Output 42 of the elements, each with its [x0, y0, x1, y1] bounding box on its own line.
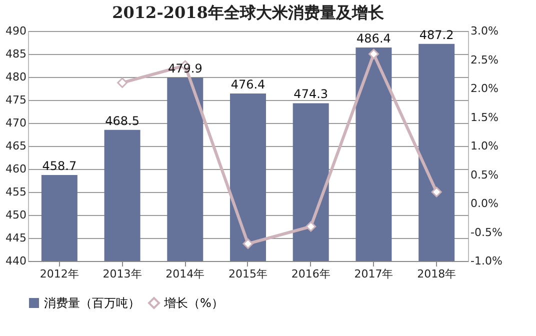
data-label: 487.2: [419, 28, 454, 42]
y2-tick-label: 3.0%: [470, 24, 498, 38]
data-label: 458.7: [42, 158, 77, 173]
data-label: 486.4: [356, 32, 391, 46]
x-tick-label: 2015年: [228, 268, 268, 280]
chart-title: 2012-2018年全球大米消费量及增长: [112, 3, 385, 22]
point: [242, 238, 254, 249]
x-tick-label: 2018年: [417, 268, 456, 280]
point: [117, 78, 128, 88]
point: [431, 186, 442, 198]
legend-label: 增长（%）: [163, 296, 224, 310]
y-tick-label: 480: [6, 70, 26, 84]
y-tick-label: 470: [6, 116, 26, 130]
point: [306, 221, 316, 232]
x-tick-label: 2014年: [166, 268, 205, 280]
x-tick-label: 2017年: [354, 268, 394, 280]
data-label: 479.9: [168, 61, 202, 76]
y-tick-label: 460: [6, 162, 26, 176]
y2-tick-label: 1.5%: [470, 110, 498, 124]
y-tick-label: 490: [6, 24, 26, 38]
y-tick-label: 475: [6, 94, 26, 106]
legend-label: 消费量（百万吨）: [44, 296, 140, 310]
y2-tick-label: 0.0%: [470, 197, 498, 210]
y-tick-label: 450: [6, 208, 26, 222]
y2-tick-label: 1.0%: [470, 140, 498, 152]
point: [368, 48, 379, 60]
y2-tick-label: 2.5%: [470, 53, 498, 66]
y2-tick-label: -0.5%: [470, 226, 502, 239]
x-tick-label: 2013年: [102, 268, 142, 280]
data-label: 468.5: [105, 114, 140, 128]
x-tick-label: 2012年: [40, 268, 79, 280]
y-tick-label: 485: [6, 48, 26, 60]
y2-tick-label: 2.0%: [470, 82, 498, 95]
data-label: 474.3: [294, 87, 328, 102]
x-tick-label: 2016年: [291, 268, 330, 280]
y-tick-label: 455: [6, 186, 26, 198]
data-label: 476.4: [230, 78, 266, 92]
y-tick-label: 445: [6, 232, 26, 244]
y-tick-label: 440: [6, 254, 26, 268]
y2-tick-label: -1.0%: [470, 254, 502, 268]
y-tick-label: 465: [6, 140, 26, 152]
y2-tick-label: 0.5%: [470, 168, 498, 182]
